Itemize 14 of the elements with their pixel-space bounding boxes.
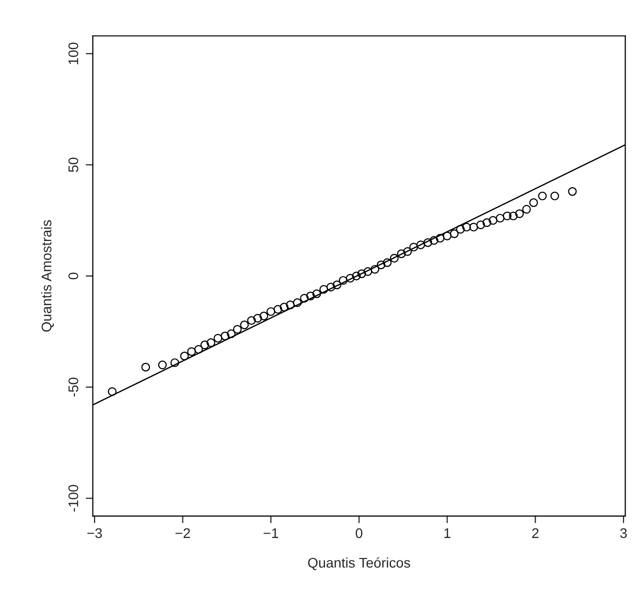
y-tick-label: -100 bbox=[68, 484, 78, 512]
y-tick-label: -50 bbox=[68, 378, 78, 397]
x-tick-label: −1 bbox=[264, 528, 278, 538]
y-tick-label: 0 bbox=[68, 272, 78, 280]
y-tick-label: 100 bbox=[68, 42, 78, 64]
x-tick-label: −3 bbox=[87, 528, 102, 538]
y-tick-label: 50 bbox=[68, 158, 78, 172]
x-axis-title: Quantis Teóricos bbox=[308, 557, 410, 570]
y-axis-title: Quantis Amostrais bbox=[41, 220, 54, 332]
x-tick-label: 3 bbox=[620, 528, 627, 538]
x-tick-label: 1 bbox=[444, 528, 450, 538]
x-tick-label: 2 bbox=[532, 528, 539, 538]
x-tick-label: −2 bbox=[175, 528, 190, 538]
x-tick-label: 0 bbox=[356, 528, 362, 538]
